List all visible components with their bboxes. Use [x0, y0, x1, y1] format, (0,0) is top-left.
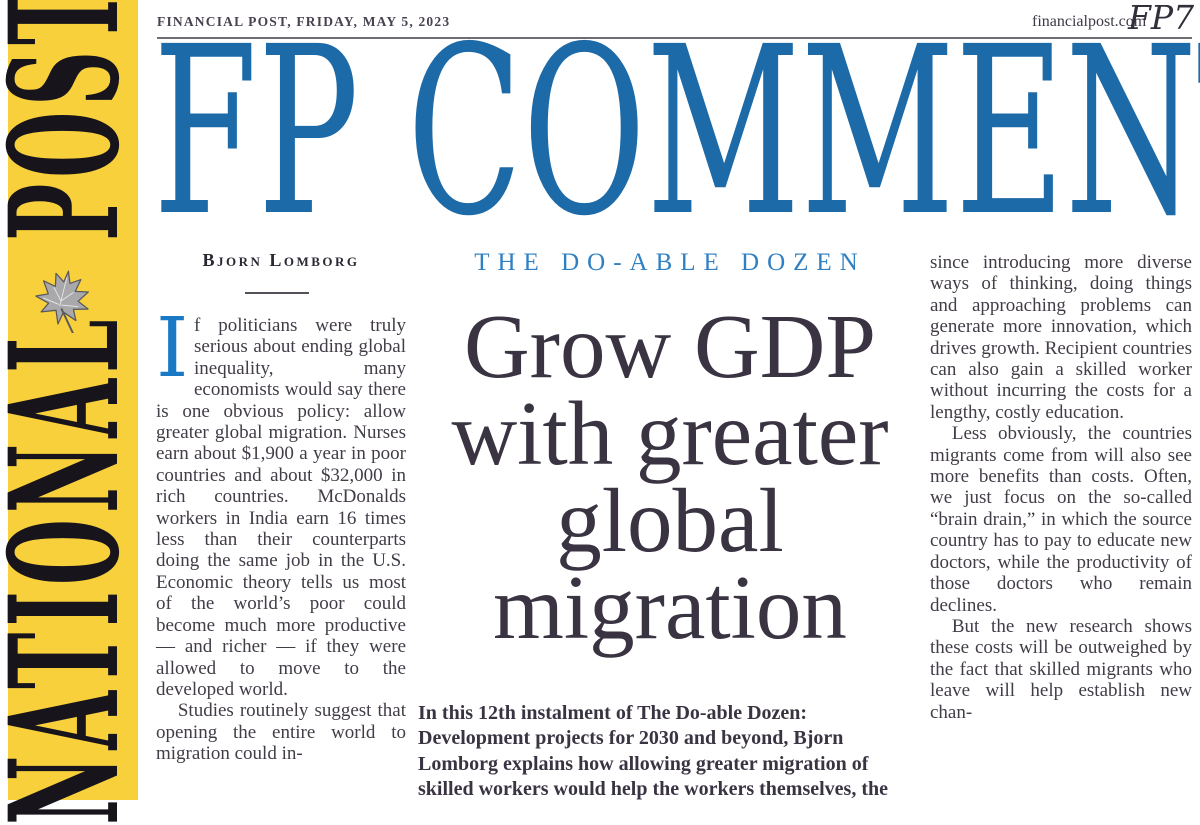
- paragraph-text: f politicians were truly serious about e…: [156, 315, 406, 700]
- series-kicker: THE DO-ABLE DOZEN: [474, 249, 866, 276]
- article-headline: Grow GDP with greater global migration: [451, 296, 889, 658]
- paragraph: Less obviously, the countries migrants c…: [930, 423, 1192, 616]
- byline-rule: [245, 292, 309, 294]
- paragraph: But the new research shows these costs w…: [930, 615, 1192, 723]
- header-rule: [157, 37, 1192, 39]
- maple-leaf-icon: [35, 270, 89, 333]
- byline: Bjorn Lomborg: [202, 250, 360, 270]
- article-column-3: since introducing more diverse ways of t…: [930, 252, 1192, 723]
- masthead-band: [8, 0, 138, 800]
- website-url: financialpost.com: [1032, 13, 1147, 30]
- paragraph: Studies routinely suggest that opening t…: [156, 700, 406, 765]
- edition-date-line: FINANCIAL POST, FRIDAY, MAY 5, 2023: [157, 14, 451, 29]
- section-title: FP COMMENT: [153, 0, 1200, 267]
- drop-cap: I: [156, 301, 189, 396]
- paragraph: since introducing more diverse ways of t…: [930, 252, 1192, 423]
- article-intro: In this 12th instalment of The Do-able D…: [418, 702, 888, 800]
- page-number: FP7: [1128, 0, 1195, 37]
- masthead-title: NATIONAL POST: [0, 0, 153, 825]
